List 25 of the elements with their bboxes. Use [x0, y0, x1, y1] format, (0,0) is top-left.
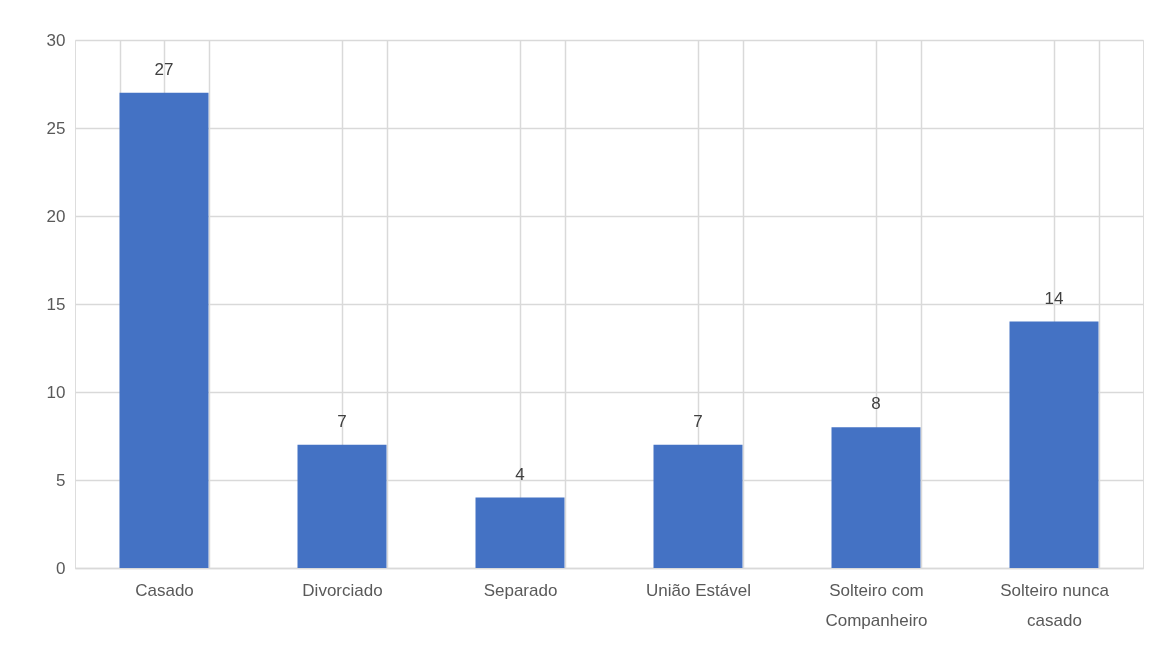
- y-tick-label: 20: [46, 206, 66, 226]
- x-tick-label: Separado: [483, 580, 558, 600]
- bar: [1009, 321, 1099, 568]
- data-label: 4: [515, 464, 525, 484]
- y-tick-label: 0: [56, 558, 66, 578]
- data-label: 14: [1044, 288, 1064, 308]
- x-tick-label: União Estável: [646, 580, 751, 600]
- bar: [119, 92, 209, 568]
- y-tick-label: 15: [46, 294, 66, 314]
- x-tick-label: Divorciado: [302, 580, 383, 600]
- data-label: 8: [871, 394, 881, 414]
- y-tick-label: 30: [46, 30, 66, 50]
- x-tick-label: Solteiro com Companheiro: [825, 580, 928, 630]
- bar: [475, 497, 565, 568]
- y-tick-label: 25: [46, 118, 66, 138]
- bar: [653, 444, 743, 568]
- data-label: 7: [337, 411, 347, 431]
- y-tick-label: 5: [56, 470, 66, 490]
- data-label: 7: [693, 411, 703, 431]
- x-tick-label: Casado: [135, 580, 194, 600]
- bar: [297, 444, 387, 568]
- y-tick-label: 10: [46, 382, 66, 402]
- data-label: 27: [154, 59, 174, 79]
- x-tick-label: Solteiro nunca casado: [1000, 580, 1110, 630]
- bar: [831, 427, 921, 568]
